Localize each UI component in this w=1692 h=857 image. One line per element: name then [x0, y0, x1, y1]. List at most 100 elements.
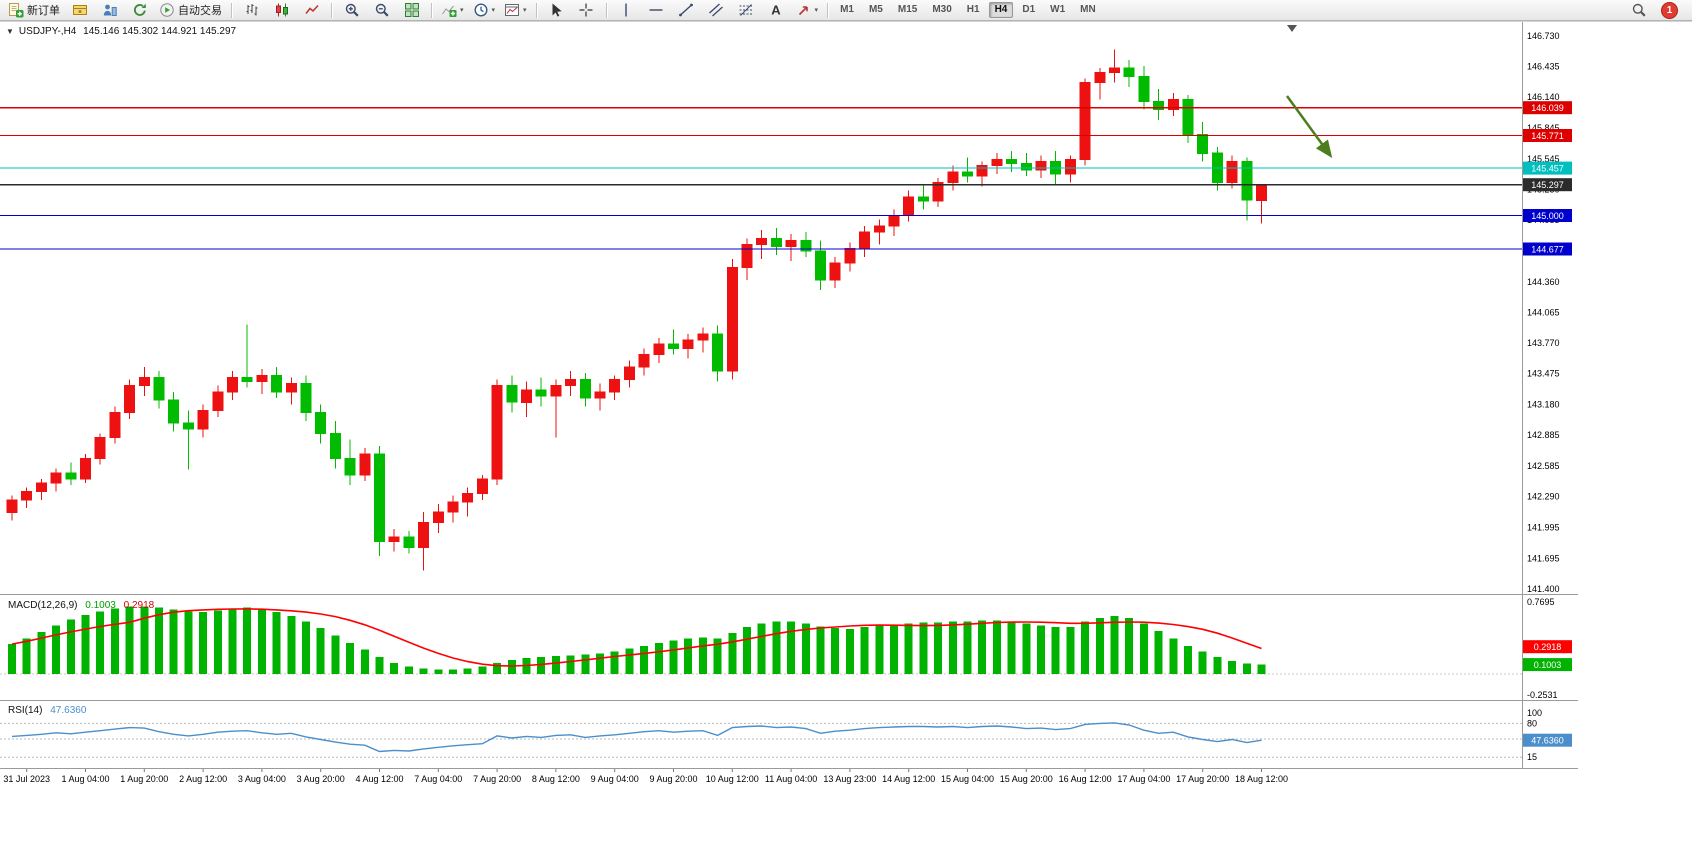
svg-text:1 Aug 20:00: 1 Aug 20:00	[120, 774, 168, 784]
macd-axis[interactable]: 0.7695 -0.2531	[1527, 597, 1558, 700]
tile-windows-icon	[404, 2, 420, 18]
auto-trading-button[interactable]: 自动交易	[155, 0, 226, 21]
notification-badge[interactable]: 1	[1661, 1, 1678, 19]
timeframe-w1[interactable]: W1	[1050, 4, 1066, 15]
svg-text:0.1003: 0.1003	[1534, 660, 1562, 670]
price-axis[interactable]: 146.730146.435146.140145.845145.545145.2…	[1527, 31, 1560, 594]
channel-button[interactable]	[702, 0, 731, 21]
zoom-out-button[interactable]	[367, 0, 396, 21]
svg-text:145.845: 145.845	[1527, 123, 1560, 133]
zoom-in-button[interactable]	[337, 0, 366, 21]
zoom-out-icon	[374, 2, 390, 18]
search-button[interactable]	[1624, 0, 1653, 21]
chevron-down-icon: ▾	[523, 7, 527, 14]
main-toolbar: 新订单 自动交易 ▾ ▾ ▾ A ▾ M1 M5 M15 M30 H1 H4 D1 W1 MN 1	[0, 0, 1692, 21]
auto-trading-button-label: 自动交易	[178, 5, 222, 17]
search-icon	[1631, 2, 1647, 18]
svg-text:144.677: 144.677	[1531, 245, 1564, 255]
market-watch-icon	[72, 2, 88, 18]
new-order-button-label: 新订单	[27, 5, 60, 17]
cursor-icon	[548, 2, 564, 18]
toolbar-separator	[231, 2, 232, 18]
horizontal-line-button[interactable]	[642, 0, 671, 21]
tile-windows-button[interactable]	[397, 0, 426, 21]
crosshair-icon	[578, 2, 594, 18]
templates-button[interactable]: ▾	[500, 0, 531, 21]
svg-text:1 Aug 04:00: 1 Aug 04:00	[61, 774, 109, 784]
chart-canvas[interactable]: 146.730 146.435 146.140 145.845 145.545 145.2…	[0, 21, 1692, 852]
chart-workspace: 146.730 146.435 146.140 145.845 145.545 145.2…	[0, 21, 1692, 852]
crosshair-button[interactable]	[572, 0, 601, 21]
indicators-button[interactable]: ▾	[437, 0, 468, 21]
price-badge: 145.000	[1523, 209, 1572, 222]
navigator-button[interactable]	[95, 0, 124, 21]
price-badge: 144.677	[1523, 242, 1572, 256]
zoom-in-icon	[344, 2, 360, 18]
periods-button[interactable]: ▾	[469, 0, 500, 21]
toolbar-separator	[431, 2, 432, 18]
timeframe-m15[interactable]: M15	[897, 4, 918, 15]
svg-text:145.457: 145.457	[1531, 164, 1564, 174]
toolbar-right: 1	[1624, 0, 1688, 21]
candlestick-chart-button[interactable]	[267, 0, 296, 21]
svg-text:15 Aug 04:00: 15 Aug 04:00	[941, 774, 994, 784]
one-click-trading-toggle[interactable]: ▼	[6, 27, 14, 36]
svg-text:3 Aug 04:00: 3 Aug 04:00	[238, 774, 286, 784]
timeframe-h4[interactable]: H4	[988, 2, 1014, 18]
bar-chart-button[interactable]	[237, 0, 266, 21]
toolbar-separator	[605, 2, 607, 18]
timeframe-m30[interactable]: M30	[932, 4, 952, 15]
chart-shift-marker[interactable]	[1287, 25, 1297, 32]
price-badge: 47.6360	[1523, 733, 1572, 747]
macd-histogram	[8, 606, 1266, 674]
text-icon: A	[768, 2, 784, 18]
templates-icon	[504, 2, 520, 18]
svg-text:15 Aug 20:00: 15 Aug 20:00	[1000, 774, 1053, 784]
svg-text:9 Aug 04:00: 9 Aug 04:00	[591, 774, 639, 784]
svg-text:31 Jul 2023: 31 Jul 2023	[3, 774, 50, 784]
new-order-button[interactable]: 新订单	[4, 0, 64, 21]
svg-text:2 Aug 12:00: 2 Aug 12:00	[179, 774, 227, 784]
channel-icon	[708, 2, 724, 18]
svg-text:141.995: 141.995	[1527, 522, 1560, 532]
vertical-line-button[interactable]	[612, 0, 641, 21]
panel-separators[interactable]	[0, 21, 1692, 769]
indicators-icon	[441, 2, 457, 18]
toolbar-separator	[331, 2, 332, 18]
svg-text:16 Aug 12:00: 16 Aug 12:00	[1059, 774, 1112, 784]
time-axis[interactable]: 31 Jul 2023 1 Aug 04:00 1 Aug 20:00 2 Aug 1…	[3, 769, 1288, 784]
timeframe-m1[interactable]: M1	[840, 4, 854, 15]
timeframe-d1[interactable]: D1	[1022, 4, 1036, 15]
svg-text:141.695: 141.695	[1527, 553, 1560, 563]
svg-text:143.770: 143.770	[1527, 338, 1560, 348]
svg-text:A: A	[771, 3, 781, 18]
periods-icon	[473, 2, 489, 18]
trendline-button[interactable]	[672, 0, 701, 21]
timeframe-h1[interactable]: H1	[966, 4, 980, 15]
vertical-line-icon	[618, 2, 634, 18]
trend-arrow-annotation[interactable]	[1285, 95, 1333, 159]
cursor-button[interactable]	[542, 0, 571, 21]
svg-text:8 Aug 12:00: 8 Aug 12:00	[532, 774, 580, 784]
price-badge: 146.039	[1523, 101, 1572, 115]
text-button[interactable]: A	[762, 0, 791, 21]
horizontal-line-icon	[648, 2, 664, 18]
price-badge: 145.457	[1523, 161, 1572, 175]
price-badge: 145.771	[1523, 129, 1572, 142]
arrows-button[interactable]: ▾	[792, 0, 823, 21]
line-chart-icon	[304, 2, 320, 18]
svg-text:143.475: 143.475	[1527, 369, 1560, 379]
line-chart-button[interactable]	[297, 0, 326, 21]
timeframe-m5[interactable]: M5	[868, 4, 883, 15]
refresh-button[interactable]	[125, 0, 154, 21]
toolbar-separator	[535, 2, 537, 18]
fibonacci-icon	[738, 2, 754, 18]
timeframe-mn[interactable]: MN	[1080, 4, 1096, 15]
fibonacci-button[interactable]	[732, 0, 761, 21]
svg-text:10 Aug 12:00: 10 Aug 12:00	[706, 774, 759, 784]
macd-signal-line	[11, 608, 1262, 667]
refresh-icon	[132, 2, 148, 18]
market-watch-button[interactable]	[65, 0, 94, 21]
svg-text:-0.2531: -0.2531	[1527, 690, 1558, 700]
chart-background	[0, 21, 1692, 852]
